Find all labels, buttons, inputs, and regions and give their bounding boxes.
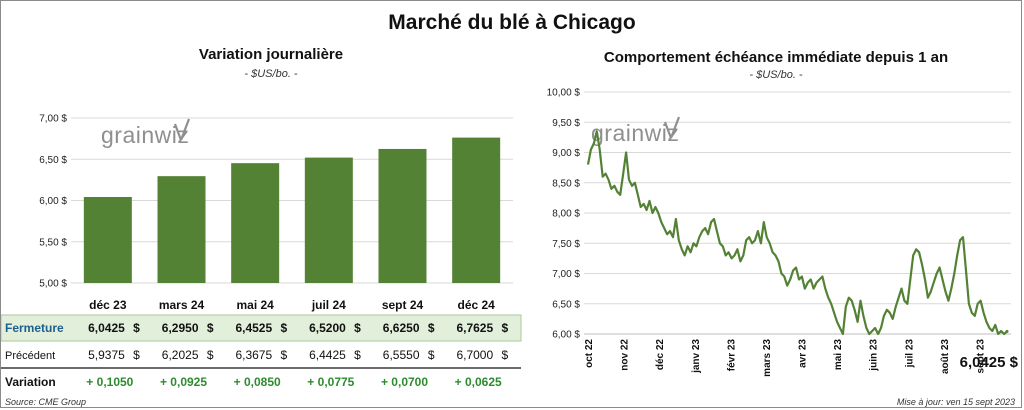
left-y-tick-label: 7,00 $	[39, 114, 67, 125]
right-watermark: grainwiz	[591, 120, 679, 146]
right-watermark-leaf-icon	[663, 121, 673, 139]
category-label: mai 24	[236, 298, 274, 312]
left-chart-unit: - $US/bo. -	[244, 68, 298, 80]
bar-mai-24	[231, 163, 280, 283]
right-y-tick-label: 10,00 $	[547, 88, 581, 99]
last-value-label: 6,0425 $	[960, 354, 1019, 371]
right-y-tick-label: 8,50 $	[552, 178, 580, 189]
table-cell-currency: $	[280, 348, 287, 362]
table-cell: 6,7625	[456, 321, 493, 335]
table-cell: 6,6250	[383, 321, 420, 335]
right-y-tick-label: 7,00 $	[552, 269, 580, 280]
right-y-tick-label: 8,00 $	[552, 209, 580, 220]
right-y-tick-label: 6,50 $	[552, 299, 580, 310]
right-x-tick-label: nov 22	[620, 339, 631, 371]
table-cell-currency: $	[207, 321, 214, 335]
table-cell: 6,5200	[309, 321, 346, 335]
table-cell: 6,7000	[456, 348, 493, 362]
right-y-tick-label: 7,50 $	[552, 239, 580, 250]
table-cell: 6,2025	[162, 348, 199, 362]
left-y-tick-label: 5,00 $	[39, 279, 67, 290]
bar-mars-24	[157, 176, 206, 283]
right-x-tick-label: juin 23	[869, 339, 880, 372]
table-cell: + 0,0850	[234, 375, 281, 389]
table-cell: 6,0425	[88, 321, 125, 335]
last-point	[1005, 329, 1009, 333]
table-cell-currency: $	[428, 348, 435, 362]
left-watermark-leaf-icon-stem	[179, 118, 191, 141]
right-x-tick-label: déc 22	[655, 339, 666, 371]
page-title: Marché du blé à Chicago	[388, 11, 636, 34]
table-cell-currency: $	[133, 348, 140, 362]
left-y-tick-label: 6,50 $	[39, 155, 67, 166]
table-cell: + 0,1050	[86, 375, 133, 389]
table-cell: + 0,0700	[381, 375, 428, 389]
bar-juil-24	[304, 157, 353, 283]
update-note: Mise à jour: ven 15 sept 2023	[896, 397, 1015, 407]
right-x-tick-label: févr 23	[726, 339, 737, 372]
table-cell-currency: $	[207, 348, 214, 362]
bar-déc-23	[83, 196, 132, 283]
right-x-tick-label: sept 23	[975, 339, 986, 374]
right-y-tick-label: 9,00 $	[552, 148, 580, 159]
left-y-tick-label: 6,00 $	[39, 196, 67, 207]
right-y-tick-label: 6,00 $	[552, 330, 580, 341]
right-chart-title: Comportement échéance immédiate depuis 1…	[603, 49, 949, 66]
category-label: sept 24	[382, 298, 424, 312]
table-cell-currency: $	[354, 321, 361, 335]
right-watermark-leaf-icon-stem	[669, 116, 681, 139]
right-x-tick-label: avr 23	[798, 339, 809, 368]
table-cell: 6,4425	[309, 348, 346, 362]
right-chart-unit: - $US/bo. -	[749, 69, 803, 81]
category-label: mars 24	[159, 298, 205, 312]
table-cell: 6,3675	[235, 348, 272, 362]
table-cell: + 0,0625	[455, 375, 502, 389]
category-label: juil 24	[311, 298, 346, 312]
table-cell-currency: $	[133, 321, 140, 335]
table-cell: + 0,0775	[307, 375, 354, 389]
left-watermark-leaf-icon	[173, 123, 183, 141]
table-cell: 5,9375	[88, 348, 125, 362]
table-row-label: Variation	[5, 375, 56, 389]
left-y-tick-label: 5,50 $	[39, 237, 67, 248]
table-cell: 6,4525	[235, 321, 272, 335]
table-cell-currency: $	[501, 321, 508, 335]
left-watermark: grainwiz	[101, 122, 189, 148]
bar-déc-24	[452, 137, 501, 283]
right-x-tick-label: juil 23	[904, 339, 915, 369]
right-x-tick-label: mars 23	[762, 339, 773, 377]
right-x-tick-label: janv 23	[691, 339, 702, 374]
table-cell: 6,2950	[162, 321, 199, 335]
category-label: déc 23	[89, 298, 127, 312]
right-y-tick-label: 9,50 $	[552, 118, 580, 129]
table-cell-currency: $	[428, 321, 435, 335]
table-cell-currency: $	[280, 321, 287, 335]
table-cell-currency: $	[354, 348, 361, 362]
category-label: déc 24	[457, 298, 495, 312]
right-x-tick-label: août 23	[940, 339, 951, 374]
table-cell-currency: $	[501, 348, 508, 362]
fermeture-row-bg	[1, 314, 522, 342]
table-row-label: Précédent	[5, 350, 55, 362]
source-note: Source: CME Group	[5, 397, 87, 407]
table-cell: 6,5550	[383, 348, 420, 362]
right-x-tick-label: oct 22	[584, 339, 595, 368]
right-x-tick-label: mai 23	[833, 339, 844, 371]
bar-sept-24	[378, 148, 427, 283]
price-line-series	[586, 130, 1008, 336]
table-row-label: Fermeture	[5, 321, 64, 335]
table-cell: + 0,0925	[160, 375, 207, 389]
left-chart-title: Variation journalière	[198, 46, 344, 63]
